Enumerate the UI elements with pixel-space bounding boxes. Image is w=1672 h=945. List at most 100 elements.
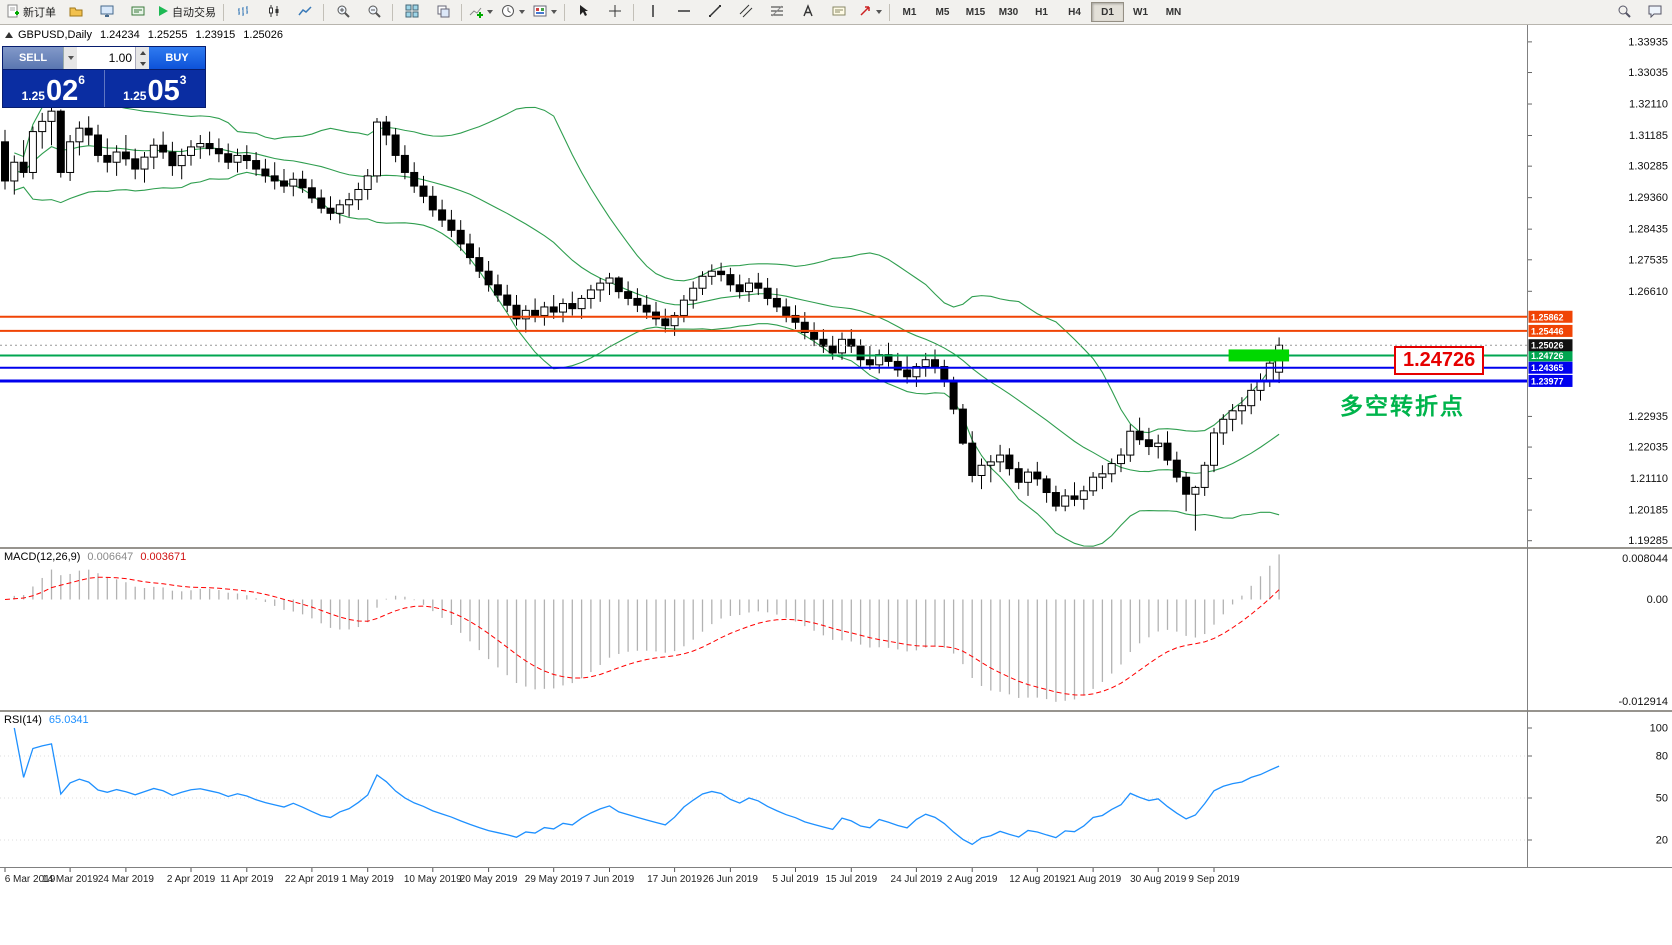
price-axis-tick: 1.22035 xyxy=(1628,442,1668,454)
profiles-button[interactable] xyxy=(60,1,91,24)
date-axis-label: 5 Jul 2019 xyxy=(772,874,819,885)
rsi-axis-tick: 100 xyxy=(1650,723,1668,735)
chart-canvas[interactable]: 1.33935 1.33035 1.32110 1.31185 1.30285 1.293… xyxy=(0,24,1672,945)
toolbar-separator xyxy=(461,3,462,21)
price-callout-label: 1.24726 xyxy=(1394,346,1485,375)
clock-icon xyxy=(501,4,515,21)
terminal-icon xyxy=(131,4,145,21)
date-axis-label: 1 May 2019 xyxy=(342,874,395,885)
vertical-line-icon xyxy=(646,4,660,21)
timeframe-h1-button[interactable]: H1 xyxy=(1035,6,1048,18)
price-tag xyxy=(1528,361,1573,374)
fibonacci-icon xyxy=(770,4,784,21)
line-chart-icon xyxy=(297,4,312,21)
price-tag-label: 1.25862 xyxy=(1531,312,1564,322)
arrows-tool-button[interactable] xyxy=(854,1,886,24)
terminal-button[interactable] xyxy=(122,1,153,24)
zoom-in-button[interactable] xyxy=(327,1,358,24)
periods-button[interactable] xyxy=(497,1,529,24)
fibonacci-tool-button[interactable] xyxy=(761,1,792,24)
tile-windows-button[interactable] xyxy=(396,1,427,24)
ohlc-high: 1.25255 xyxy=(147,29,188,41)
volume-input[interactable] xyxy=(77,47,135,69)
dropdown-caret-icon[interactable] xyxy=(487,10,493,14)
channel-tool-button[interactable] xyxy=(730,1,761,24)
line-chart-button[interactable] xyxy=(289,1,320,24)
autotrading-play-icon xyxy=(157,5,169,20)
timeframe-m5-button[interactable]: M5 xyxy=(935,6,950,18)
text-tool-button[interactable] xyxy=(792,1,823,24)
monitor-icon xyxy=(100,4,114,21)
zoom-out-button[interactable] xyxy=(358,1,389,24)
buy-button[interactable]: BUY xyxy=(149,47,205,69)
price-axis-tick: 1.22935 xyxy=(1628,411,1668,423)
rsi-indicator-label: RSI(14) 65.0341 xyxy=(4,714,89,726)
price-axis-tick: 1.30285 xyxy=(1628,161,1668,173)
date-axis-label: 24 Mar 2019 xyxy=(98,874,155,885)
price-axis-tick: 1.21110 xyxy=(1630,473,1668,485)
toolbar-separator xyxy=(633,3,634,21)
volume-increase-button[interactable] xyxy=(136,47,149,58)
timeframe-h4-button[interactable]: H4 xyxy=(1068,6,1081,18)
date-axis-label: 21 Aug 2019 xyxy=(1065,874,1122,885)
price-axis-tick: 1.33935 xyxy=(1628,36,1668,48)
date-axis-label: 22 Apr 2019 xyxy=(285,874,339,885)
new-order-icon xyxy=(6,4,20,21)
timeframe-w1-button[interactable]: W1 xyxy=(1133,6,1148,18)
price-axis-tick: 1.19285 xyxy=(1628,535,1668,547)
timeframe-mn-button[interactable]: MN xyxy=(1165,6,1182,18)
new-order-button[interactable]: 新订单 xyxy=(2,1,60,24)
date-axis-label: 6 Mar 2019 xyxy=(5,874,56,885)
order-type-dropdown[interactable] xyxy=(63,47,77,69)
cascade-windows-button[interactable] xyxy=(427,1,458,24)
vertical-line-tool-button[interactable] xyxy=(637,1,668,24)
tile-windows-icon xyxy=(405,4,419,21)
ask-price-point: 3 xyxy=(179,73,187,87)
dropdown-caret-icon[interactable] xyxy=(876,10,882,14)
ohlc-close: 1.25026 xyxy=(243,29,284,41)
cursor-icon xyxy=(577,4,591,21)
timeframe-m30-button[interactable]: M30 xyxy=(998,6,1019,18)
bid-price-point: 6 xyxy=(78,73,85,87)
dropdown-caret-icon[interactable] xyxy=(551,10,557,14)
ask-price-pips: 05 xyxy=(147,75,180,108)
timeframe-m1-button[interactable]: M1 xyxy=(902,6,917,18)
date-axis-label: 2 Apr 2019 xyxy=(167,874,216,885)
bar-chart-button[interactable] xyxy=(227,1,258,24)
price-tag-label: 1.23977 xyxy=(1531,376,1564,386)
one-click-trading-panel: SELL BUY 1.25 02 6 1.25 05 3 xyxy=(2,46,206,108)
charts-button[interactable] xyxy=(91,1,122,24)
search-button[interactable] xyxy=(1608,1,1639,24)
price-axis-tick: 1.32110 xyxy=(1629,99,1668,111)
timeframe-d1-button[interactable]: D1 xyxy=(1091,2,1124,22)
one-click-toggle-icon[interactable] xyxy=(5,32,13,38)
trendline-tool-button[interactable] xyxy=(699,1,730,24)
horizontal-line-tool-button[interactable] xyxy=(668,1,699,24)
indicators-button[interactable] xyxy=(465,1,497,24)
bar-chart-icon xyxy=(236,4,250,21)
timeframe-m15-button[interactable]: M15 xyxy=(965,6,986,18)
sell-button[interactable]: SELL xyxy=(3,47,63,69)
date-axis-label: 20 May 2019 xyxy=(460,874,518,885)
chat-icon xyxy=(1648,4,1662,21)
dropdown-caret-icon[interactable] xyxy=(519,10,525,14)
bid-price-pips: 02 xyxy=(45,75,79,108)
macd-title: MACD(12,26,9) xyxy=(4,551,81,563)
cursor-button[interactable] xyxy=(568,1,599,24)
price-tag xyxy=(1528,324,1573,337)
price-tag xyxy=(1528,349,1573,362)
toolbar-separator xyxy=(392,3,393,21)
candlestick-button[interactable] xyxy=(258,1,289,24)
price-axis-tick: 1.20185 xyxy=(1628,505,1668,517)
bid-price-display: 1.25 02 6 xyxy=(3,70,104,107)
crosshair-button[interactable] xyxy=(599,1,630,24)
templates-button[interactable] xyxy=(529,1,561,24)
volume-decrease-button[interactable] xyxy=(136,58,149,69)
highlight-zone[interactable] xyxy=(1228,349,1290,362)
label-tool-button[interactable] xyxy=(823,1,854,24)
chat-button[interactable] xyxy=(1639,1,1670,24)
toolbar-separator xyxy=(889,3,890,21)
date-axis-label: 12 Aug 2019 xyxy=(1009,874,1066,885)
macd-signal-line xyxy=(4,576,1280,696)
autotrading-button[interactable]: 自动交易 xyxy=(153,1,220,24)
